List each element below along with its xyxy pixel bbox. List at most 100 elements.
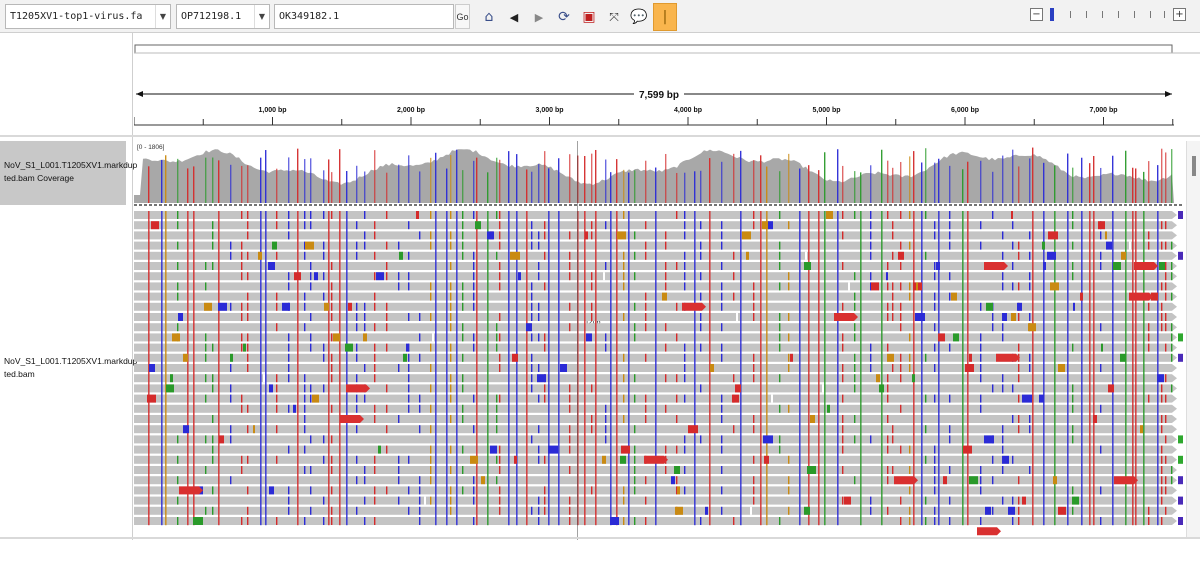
mismatch-cluster	[602, 455, 606, 464]
mismatch-base	[569, 251, 571, 260]
mismatch-base	[634, 486, 636, 495]
mismatch-base	[892, 221, 894, 230]
mismatch-base	[419, 496, 421, 505]
mismatch-base	[569, 302, 571, 311]
mismatch-base	[634, 323, 636, 332]
mismatch-base	[634, 251, 636, 260]
mismatch-column	[584, 211, 586, 526]
coverage-mismatch-bar	[1032, 147, 1034, 203]
chromosome-ideogram[interactable]	[134, 44, 1173, 54]
genome-dropdown[interactable]: T1205XV1-top1-virus.fa ▼	[5, 4, 171, 29]
mismatch-base	[304, 425, 306, 434]
read-bar	[134, 231, 1172, 240]
mismatch-cluster	[1101, 343, 1103, 352]
popup-icon[interactable]: 💬	[630, 9, 648, 25]
mismatch-base	[634, 374, 636, 383]
mismatch-base	[870, 496, 872, 505]
alignment-track-label[interactable]: NoV_S1_L001.T1205XV1.markdup ted.bam	[0, 355, 137, 381]
mismatch-base	[356, 425, 358, 434]
coverage-mismatch-bar	[842, 165, 844, 203]
refresh-icon[interactable]: ⟳	[558, 9, 570, 25]
mismatch-base	[887, 282, 889, 291]
mismatch-cluster	[986, 302, 993, 311]
ruler-ticks: 1,000 bp 2,000 bp 3,000 bp 4,000 bp 5,000 bp…	[134, 107, 1174, 125]
mismatch-base	[364, 394, 366, 403]
zoom-level-indicator[interactable]	[1050, 8, 1054, 21]
zoom-out-button[interactable]: −	[1030, 8, 1043, 21]
mismatch-base	[870, 221, 872, 230]
mismatch-base	[634, 272, 636, 281]
coverage-mismatch-bar	[205, 157, 207, 203]
read-bar	[134, 486, 1172, 495]
chromosome-dropdown[interactable]: OP712198.1 ▼	[176, 4, 270, 29]
mismatch-column	[1032, 211, 1034, 526]
mismatch-base	[499, 211, 501, 219]
mismatch-base	[854, 333, 856, 342]
mismatch-base	[700, 251, 702, 260]
vertical-scrollbar[interactable]	[1186, 141, 1200, 537]
coverage-mismatch-bar	[837, 149, 839, 203]
mismatch-base	[499, 231, 501, 240]
ruler-toggle-icon[interactable]: |	[653, 3, 677, 31]
alignment-track[interactable]: 1206	[134, 207, 1186, 537]
zoom-in-button[interactable]: +	[1173, 8, 1186, 21]
back-icon[interactable]: ◀	[509, 10, 519, 24]
mismatch-base	[721, 282, 723, 291]
fit-icon[interactable]: ⤧	[609, 9, 619, 24]
mismatch-base	[1165, 435, 1167, 444]
mismatch-base	[310, 384, 312, 393]
mismatch-base	[323, 241, 325, 250]
panel-divider[interactable]	[0, 135, 1200, 137]
read-bar	[134, 262, 1172, 270]
mismatch-base	[288, 374, 290, 383]
go-button[interactable]: Go	[455, 4, 470, 29]
mismatch-cluster	[1157, 374, 1164, 383]
scrollbar-thumb[interactable]	[1192, 156, 1196, 176]
coverage-track-label[interactable]: NoV_S1_L001.T1205XV1.markdup ted.bam Cov…	[0, 141, 137, 205]
mismatch-cluster	[936, 262, 940, 270]
mismatch-base	[1165, 415, 1167, 423]
coverage-track[interactable]: [0 - 1806]	[134, 141, 1186, 207]
mismatch-base	[949, 231, 951, 240]
mismatch-base	[356, 343, 358, 352]
mismatch-base	[1072, 343, 1074, 352]
panel-divider-bottom[interactable]	[0, 537, 1200, 539]
mismatch-base	[1002, 333, 1004, 342]
coverage-mismatch-bar	[462, 170, 464, 203]
mismatch-base	[276, 251, 278, 260]
mismatch-base	[676, 333, 678, 342]
coverage-mismatch-bar	[684, 172, 686, 203]
mismatch-base	[753, 302, 755, 311]
mismatch-base	[623, 272, 625, 281]
read-bar	[134, 394, 1172, 403]
mismatch-base	[842, 496, 844, 505]
read-gap	[263, 374, 265, 383]
mismatch-base	[842, 262, 844, 270]
mismatch-base	[788, 333, 790, 342]
mismatch-cluster	[1121, 251, 1126, 260]
mismatch-base	[1018, 343, 1020, 352]
zoom-widget[interactable]: − +	[1030, 8, 1190, 24]
read-bar	[134, 506, 1172, 515]
home-icon[interactable]: ⌂	[484, 9, 494, 25]
mismatch-base	[934, 221, 936, 230]
mismatch-base	[779, 374, 781, 383]
mismatch-base	[247, 292, 249, 301]
roi-icon[interactable]: ▣	[582, 9, 596, 25]
mismatch-base	[842, 435, 844, 444]
mismatch-base	[623, 415, 625, 423]
mismatch-base	[323, 455, 325, 464]
locus-input[interactable]: OK349182.1	[274, 4, 454, 29]
mismatch-cluster	[916, 282, 918, 291]
mismatch-base	[544, 333, 546, 342]
mismatch-base	[374, 251, 376, 260]
mismatch-cluster	[764, 455, 769, 464]
mismatch-base	[870, 241, 872, 250]
mismatch-base	[645, 302, 647, 311]
mismatch-base	[980, 374, 982, 383]
coverage-mismatch-bar	[323, 170, 325, 203]
mismatch-cluster	[548, 445, 558, 454]
read-arrow	[1172, 404, 1177, 413]
forward-icon[interactable]: ▶	[534, 10, 544, 24]
mismatch-base	[538, 262, 540, 270]
